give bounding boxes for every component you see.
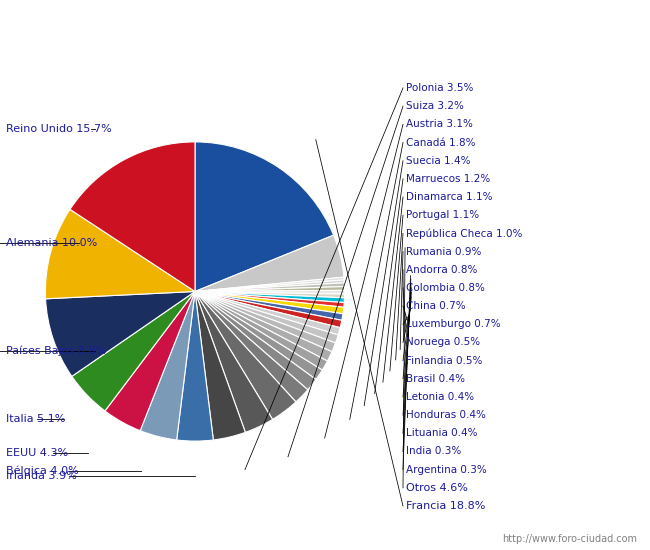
Wedge shape [70,142,195,292]
Text: República Checa 1.0%: República Checa 1.0% [406,228,523,239]
Wedge shape [195,283,344,292]
Text: Países Bajos 8.8%: Países Bajos 8.8% [6,345,107,356]
Text: Dinamarca 1.1%: Dinamarca 1.1% [406,192,493,202]
Text: Noruega 0.5%: Noruega 0.5% [406,338,480,348]
Wedge shape [72,292,195,411]
Wedge shape [195,277,344,292]
Text: Finlandia 0.5%: Finlandia 0.5% [406,356,482,366]
Text: Girona - Turistas extranjeros según país - Abril de 2024: Girona - Turistas extranjeros según país… [80,16,570,33]
Text: Italia 5.1%: Italia 5.1% [6,414,66,425]
Text: Lituania 0.4%: Lituania 0.4% [406,428,478,438]
Wedge shape [195,292,344,307]
Text: Canadá 1.8%: Canadá 1.8% [406,138,476,147]
Wedge shape [46,210,195,299]
Wedge shape [195,235,344,292]
Wedge shape [195,292,332,361]
Text: Letonia 0.4%: Letonia 0.4% [406,392,474,402]
Text: http://www.foro-ciudad.com: http://www.foro-ciudad.com [502,535,637,544]
Wedge shape [195,292,340,335]
Wedge shape [195,290,344,294]
Text: Suiza 3.2%: Suiza 3.2% [406,101,464,111]
Wedge shape [195,292,344,298]
Wedge shape [46,292,195,376]
Text: Honduras 0.4%: Honduras 0.4% [406,410,486,420]
Wedge shape [195,292,316,390]
Text: Francia 18.8%: Francia 18.8% [406,501,486,511]
Text: EEUU 4.3%: EEUU 4.3% [6,448,69,458]
Wedge shape [195,292,342,328]
Wedge shape [140,292,195,440]
Wedge shape [195,292,344,314]
Text: India 0.3%: India 0.3% [406,447,462,456]
Text: Marruecos 1.2%: Marruecos 1.2% [406,174,491,184]
Wedge shape [195,292,335,352]
Text: Reino Unido 15.7%: Reino Unido 15.7% [6,124,112,134]
Wedge shape [195,292,296,420]
Text: Otros 4.6%: Otros 4.6% [406,483,468,493]
Text: Alemania 10.0%: Alemania 10.0% [6,238,97,248]
Text: Luxemburgo 0.7%: Luxemburgo 0.7% [406,319,501,329]
Wedge shape [195,292,338,343]
Text: Rumania 0.9%: Rumania 0.9% [406,246,482,256]
Text: Portugal 1.1%: Portugal 1.1% [406,210,480,220]
Text: Argentina 0.3%: Argentina 0.3% [406,465,487,475]
Wedge shape [195,292,322,379]
Wedge shape [195,280,344,292]
Text: Andorra 0.8%: Andorra 0.8% [406,265,478,275]
Text: China 0.7%: China 0.7% [406,301,466,311]
Text: Austria 3.1%: Austria 3.1% [406,119,473,129]
Wedge shape [195,287,344,292]
Text: Irlanda 3.9%: Irlanda 3.9% [6,471,77,481]
Wedge shape [195,292,272,432]
Wedge shape [195,292,246,440]
Wedge shape [195,292,343,320]
Text: Brasil 0.4%: Brasil 0.4% [406,374,465,384]
Wedge shape [195,292,344,302]
Wedge shape [195,292,328,370]
Wedge shape [177,292,213,441]
Wedge shape [195,142,333,292]
Text: Bélgica 4.0%: Bélgica 4.0% [6,465,79,476]
Text: Suecia 1.4%: Suecia 1.4% [406,156,471,166]
Text: Polonia 3.5%: Polonia 3.5% [406,83,474,93]
Wedge shape [105,292,195,431]
Wedge shape [195,292,308,402]
Text: Colombia 0.8%: Colombia 0.8% [406,283,485,293]
